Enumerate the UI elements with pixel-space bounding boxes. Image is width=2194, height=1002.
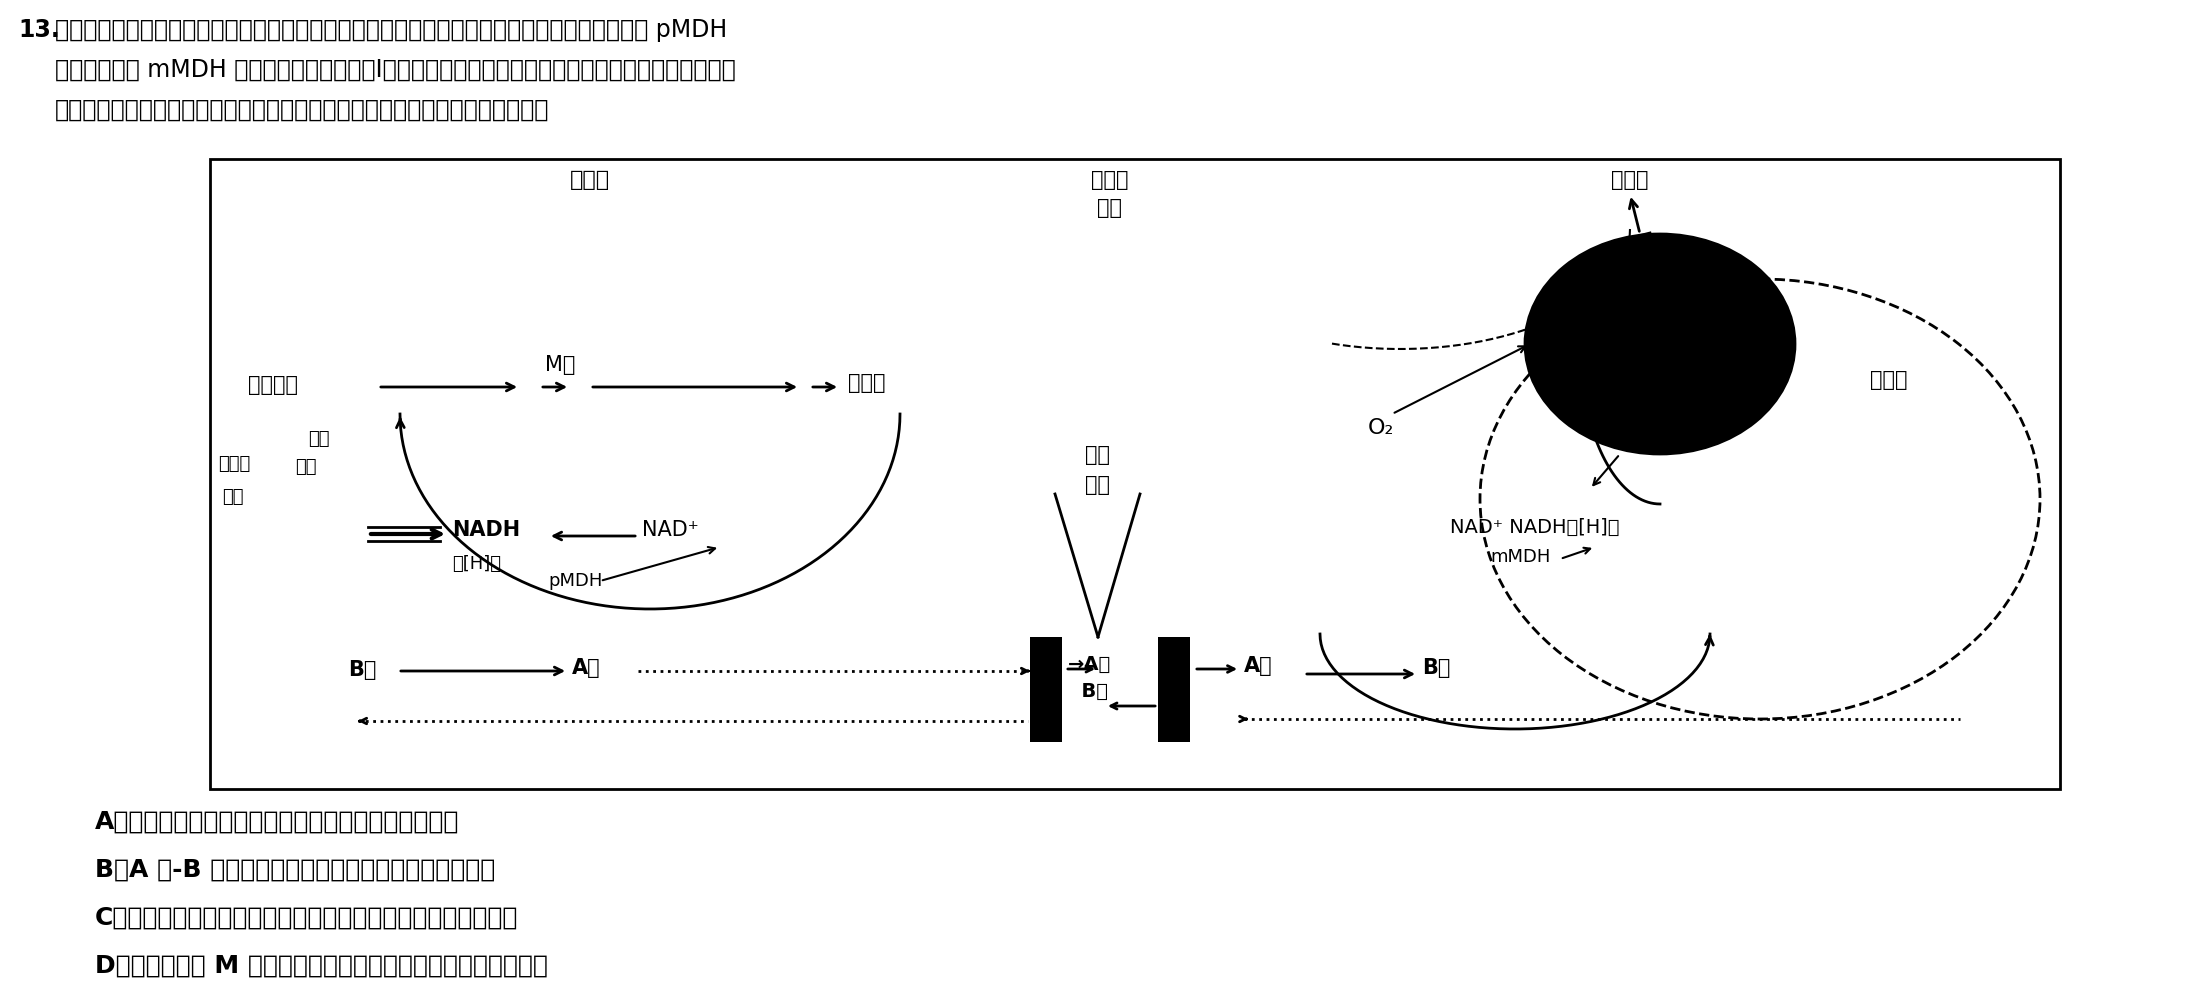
Text: A．叶绿体不仅可以合成糖类，也可以合成脂肪的组分: A．叶绿体不仅可以合成糖类，也可以合成脂肪的组分 — [94, 810, 459, 834]
Text: 酶、线粒体中 mMDH 酶和线粒体内膜复合物Ⅰ（催化有氧呼吸第三阶段的酶）等均参与促进活性氧的生: 酶、线粒体中 mMDH 酶和线粒体内膜复合物Ⅰ（催化有氧呼吸第三阶段的酶）等均参… — [55, 58, 735, 82]
Text: NADH: NADH — [452, 519, 520, 539]
Text: 脂肪酸: 脂肪酸 — [849, 373, 886, 393]
Text: O₂: O₂ — [1369, 418, 1395, 438]
Text: NAD⁺: NAD⁺ — [643, 519, 698, 539]
Text: →A酸: →A酸 — [1068, 654, 1110, 673]
Text: M酶: M酶 — [544, 355, 575, 375]
Text: B酸: B酸 — [1422, 657, 1450, 677]
Text: 前体物质: 前体物质 — [248, 375, 298, 395]
Text: D．突变植株中 M 酶活性的增强可能是导致产生叶片黄斑的原因: D．突变植株中 M 酶活性的增强可能是导致产生叶片黄斑的原因 — [94, 953, 548, 977]
Text: 成，从而促进细胞凋亡过程。下图是其细胞的部分代谢过程，相关说法错误的是: 成，从而促进细胞凋亡过程。下图是其细胞的部分代谢过程，相关说法错误的是 — [55, 98, 548, 122]
Text: 13.: 13. — [18, 18, 59, 42]
Text: C．该突变植株叶肉细胞中的脂肪酸含量比正常植株细胞中的低: C．该突变植株叶肉细胞中的脂肪酸含量比正常植株细胞中的低 — [94, 905, 518, 929]
Text: 产生: 产生 — [294, 458, 316, 476]
Text: 促进: 促进 — [307, 430, 329, 448]
Text: 活性氧: 活性氧 — [1610, 169, 1648, 189]
Text: A酸: A酸 — [1244, 655, 1273, 675]
Bar — [211, 160, 2060, 790]
Text: 某拟南芥突变植株长时间光照下会因细胞凋亡而引起叶片黄斑，通过植物学家分析发现叶绿体中 pMDH: 某拟南芥突变植株长时间光照下会因细胞凋亡而引起叶片黄斑，通过植物学家分析发现叶绿… — [55, 18, 726, 42]
Text: mMDH: mMDH — [1490, 547, 1551, 565]
Text: （[H]）: （[H]） — [452, 554, 500, 572]
Text: 复合物Ⅰ: 复合物Ⅰ — [1637, 323, 1685, 343]
Text: 线粒体: 线粒体 — [1869, 370, 1907, 390]
Bar — [1158, 637, 1189, 742]
Text: 载体: 载体 — [1086, 445, 1110, 465]
Text: 蛋白: 蛋白 — [1086, 475, 1110, 495]
Text: 细胞质: 细胞质 — [1090, 169, 1128, 189]
Text: pMDH: pMDH — [548, 571, 603, 589]
Text: NAD⁺ NADH（[H]）: NAD⁺ NADH（[H]） — [1450, 517, 1619, 536]
Text: 光照: 光照 — [222, 488, 244, 505]
Text: B酸: B酸 — [349, 659, 377, 679]
Text: B酸: B酸 — [1068, 681, 1108, 700]
Text: 基质: 基质 — [1097, 197, 1123, 217]
Bar — [1029, 637, 1062, 742]
Text: 长时间: 长时间 — [217, 455, 250, 473]
Ellipse shape — [1525, 234, 1795, 455]
Text: B．A 酸-B 酸的稳态与平衡对植物的正常生长很有必要: B．A 酸-B 酸的稳态与平衡对植物的正常生长很有必要 — [94, 857, 496, 881]
Text: 叶绿体: 叶绿体 — [570, 169, 610, 189]
Text: A酸: A酸 — [573, 657, 601, 677]
